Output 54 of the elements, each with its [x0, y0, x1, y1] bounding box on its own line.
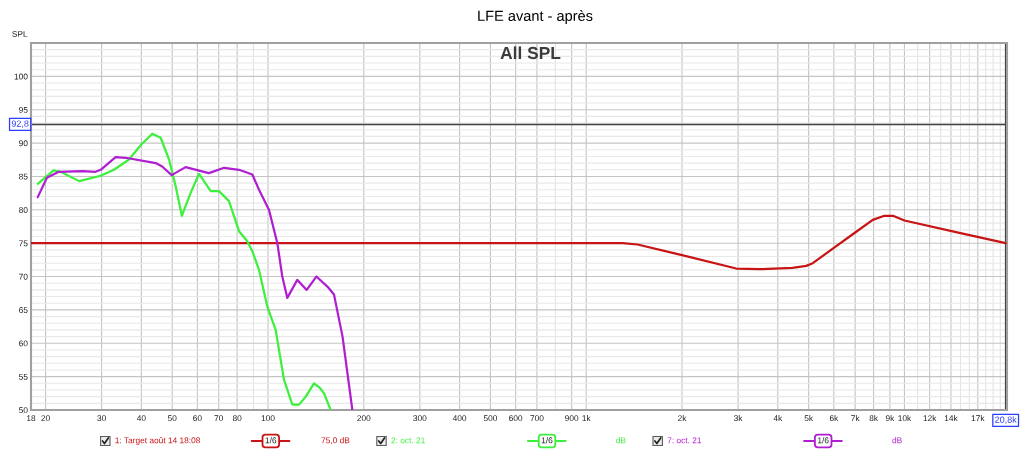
x-tick-label: 300 [413, 415, 427, 422]
text: dB [616, 437, 626, 444]
x-tick-label: 60 [193, 415, 202, 422]
y-tick-label: 75 [19, 240, 28, 247]
y-tick-label: 100 [14, 73, 28, 80]
text: 1/6 [818, 437, 829, 444]
x-tick-label: 7k [851, 415, 860, 422]
x-tick-label: 500 [483, 415, 498, 422]
x-tick-label: 100 [261, 415, 275, 422]
x-tick-label: 40 [136, 415, 146, 422]
x-tick-label: 17k [971, 415, 985, 422]
y-tick-label: 80 [19, 207, 28, 213]
text: 1/6 [265, 437, 277, 444]
x-tick-label: 20 [41, 415, 50, 422]
chart-subtitle: All SPL [500, 46, 561, 60]
x-tick-label: 9k [885, 415, 895, 422]
x-tick-label: 10k [898, 415, 912, 422]
y-tick-label: 55 [19, 373, 28, 380]
x-tick-label: 80 [232, 415, 242, 422]
x-tick-label: 8k [869, 415, 879, 422]
y-axis-title: SPL [12, 31, 28, 37]
x-tick-label: 3k [733, 415, 743, 422]
x-tick-label: 700 [530, 415, 544, 422]
text: 1/6 [541, 437, 553, 444]
x-tick-label: 50 [167, 415, 177, 422]
y-tick-label: 60 [19, 340, 28, 347]
ref-line-label: 20,8k [995, 416, 1017, 424]
x-tick-label: 900 [565, 415, 579, 422]
x-tick-label: 12k [923, 415, 937, 422]
x-tick-label: 4k [773, 415, 783, 422]
x-tick-label: 70 [214, 415, 224, 422]
text: 7: oct. 21 [667, 437, 702, 444]
y-tick-label: 90 [19, 140, 28, 147]
x-tick-label: 1k [582, 415, 591, 422]
x-tick-label: 14k [944, 415, 958, 422]
x-tick-label: 18 [27, 415, 36, 422]
text: 2: oct. 21 [391, 437, 425, 444]
text: dB [892, 437, 902, 444]
x-tick-label: 5k [804, 415, 814, 422]
x-tick-label: 2k [678, 415, 687, 422]
chart-title: LFE avant - après [478, 10, 593, 24]
text: 1: Target août 14 18:08 [115, 437, 200, 445]
y-tick-label: 95 [19, 106, 28, 113]
y-tick-label: 85 [19, 173, 28, 180]
y-tick-label: 65 [19, 307, 28, 314]
x-tick-label: 400 [452, 415, 467, 422]
y-tick-label: 50 [19, 407, 28, 414]
x-tick-label: 30 [97, 415, 106, 422]
x-tick-label: 6k [829, 415, 839, 422]
text: 75,0 dB [321, 437, 350, 445]
x-tick-label: 200 [357, 415, 371, 422]
ref-line-label: 92,8 [11, 120, 29, 128]
x-tick-label: 600 [509, 415, 523, 422]
y-tick-label: 70 [19, 273, 28, 280]
